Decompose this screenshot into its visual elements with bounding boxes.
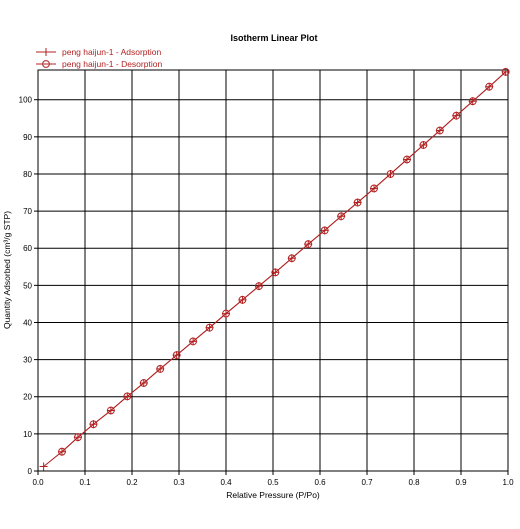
- y-tick-label: 90: [23, 133, 32, 142]
- desorption-point: [74, 433, 82, 442]
- desorption-point: [156, 364, 165, 373]
- y-tick-label: 20: [23, 393, 32, 402]
- y-tick-label: 50: [23, 281, 32, 290]
- legend: peng haijun-1 - Adsorption peng haijun-1…: [36, 47, 162, 69]
- desorption-point: [89, 420, 98, 429]
- x-tick-label: 0.0: [32, 478, 44, 487]
- desorption-point: [287, 254, 296, 263]
- desorption-point: [320, 226, 329, 235]
- chart-title: Isotherm Linear Plot: [230, 33, 317, 43]
- y-tick-label: 80: [23, 170, 32, 179]
- y-tick-label: 70: [23, 207, 32, 216]
- desorption-point: [222, 309, 230, 318]
- y-tick-label: 30: [23, 356, 32, 365]
- desorption-point: [468, 97, 477, 106]
- desorption-point: [189, 337, 198, 346]
- x-axis-ticks: 0.0 0.1 0.2 0.3 0.4 0.5 0.6 0.7 0.8 0.9 1.0: [32, 471, 514, 487]
- desorption-point: [452, 111, 461, 120]
- desorption-point: [304, 240, 313, 249]
- desorption-point: [172, 351, 181, 360]
- desorption-point: [238, 295, 247, 304]
- x-axis-label: Relative Pressure (P/Po): [226, 490, 320, 500]
- adsorption-point: [39, 462, 48, 471]
- x-tick-label: 0.1: [79, 478, 91, 487]
- desorption-point: [139, 379, 148, 387]
- y-tick-label: 40: [23, 318, 32, 327]
- desorption-point: [386, 170, 395, 178]
- y-axis-label: Quantity Adsorbed (cm³/g STP): [2, 211, 12, 329]
- legend-item-adsorption: peng haijun-1 - Adsorption: [36, 47, 162, 57]
- x-tick-label: 1.0: [502, 478, 514, 487]
- legend-item-desorption: peng haijun-1 - Desorption: [36, 59, 162, 69]
- legend-adsorption-label: peng haijun-1 - Adsorption: [62, 47, 162, 57]
- x-tick-label: 0.8: [408, 478, 420, 487]
- legend-circle-icon: [42, 60, 50, 68]
- desorption-point: [205, 323, 214, 332]
- x-tick-label: 0.9: [455, 478, 467, 487]
- desorption-point: [485, 82, 494, 91]
- desorption-point: [501, 67, 510, 76]
- desorption-point: [123, 392, 132, 401]
- desorption-point: [255, 282, 263, 290]
- adsorption-point: [57, 447, 66, 456]
- desorption-point: [435, 126, 444, 135]
- desorption-point: [58, 447, 66, 456]
- x-tick-label: 0.7: [361, 478, 373, 487]
- series-layer: [39, 67, 510, 471]
- series-line: [61, 71, 506, 453]
- y-tick-label: 0: [28, 467, 33, 476]
- series-desorption: [58, 67, 510, 456]
- x-tick-label: 0.3: [173, 478, 185, 487]
- y-tick-label: 60: [23, 244, 32, 253]
- desorption-point: [106, 406, 115, 415]
- x-tick-label: 0.6: [314, 478, 326, 487]
- y-tick-label: 10: [23, 430, 32, 439]
- desorption-point: [337, 212, 346, 221]
- y-axis-ticks: 0 10 20 30 40 50 60 70 80 90 100: [19, 96, 38, 476]
- x-tick-label: 0.2: [126, 478, 138, 487]
- plot-frame: [37, 69, 509, 472]
- y-tick-label: 100: [19, 96, 33, 105]
- legend-desorption-label: peng haijun-1 - Desorption: [62, 59, 162, 69]
- desorption-point: [370, 184, 378, 193]
- desorption-point: [271, 268, 280, 277]
- desorption-point: [403, 155, 411, 164]
- desorption-point: [353, 198, 362, 207]
- x-tick-label: 0.4: [220, 478, 232, 487]
- desorption-point: [419, 141, 428, 149]
- x-tick-label: 0.5: [267, 478, 279, 487]
